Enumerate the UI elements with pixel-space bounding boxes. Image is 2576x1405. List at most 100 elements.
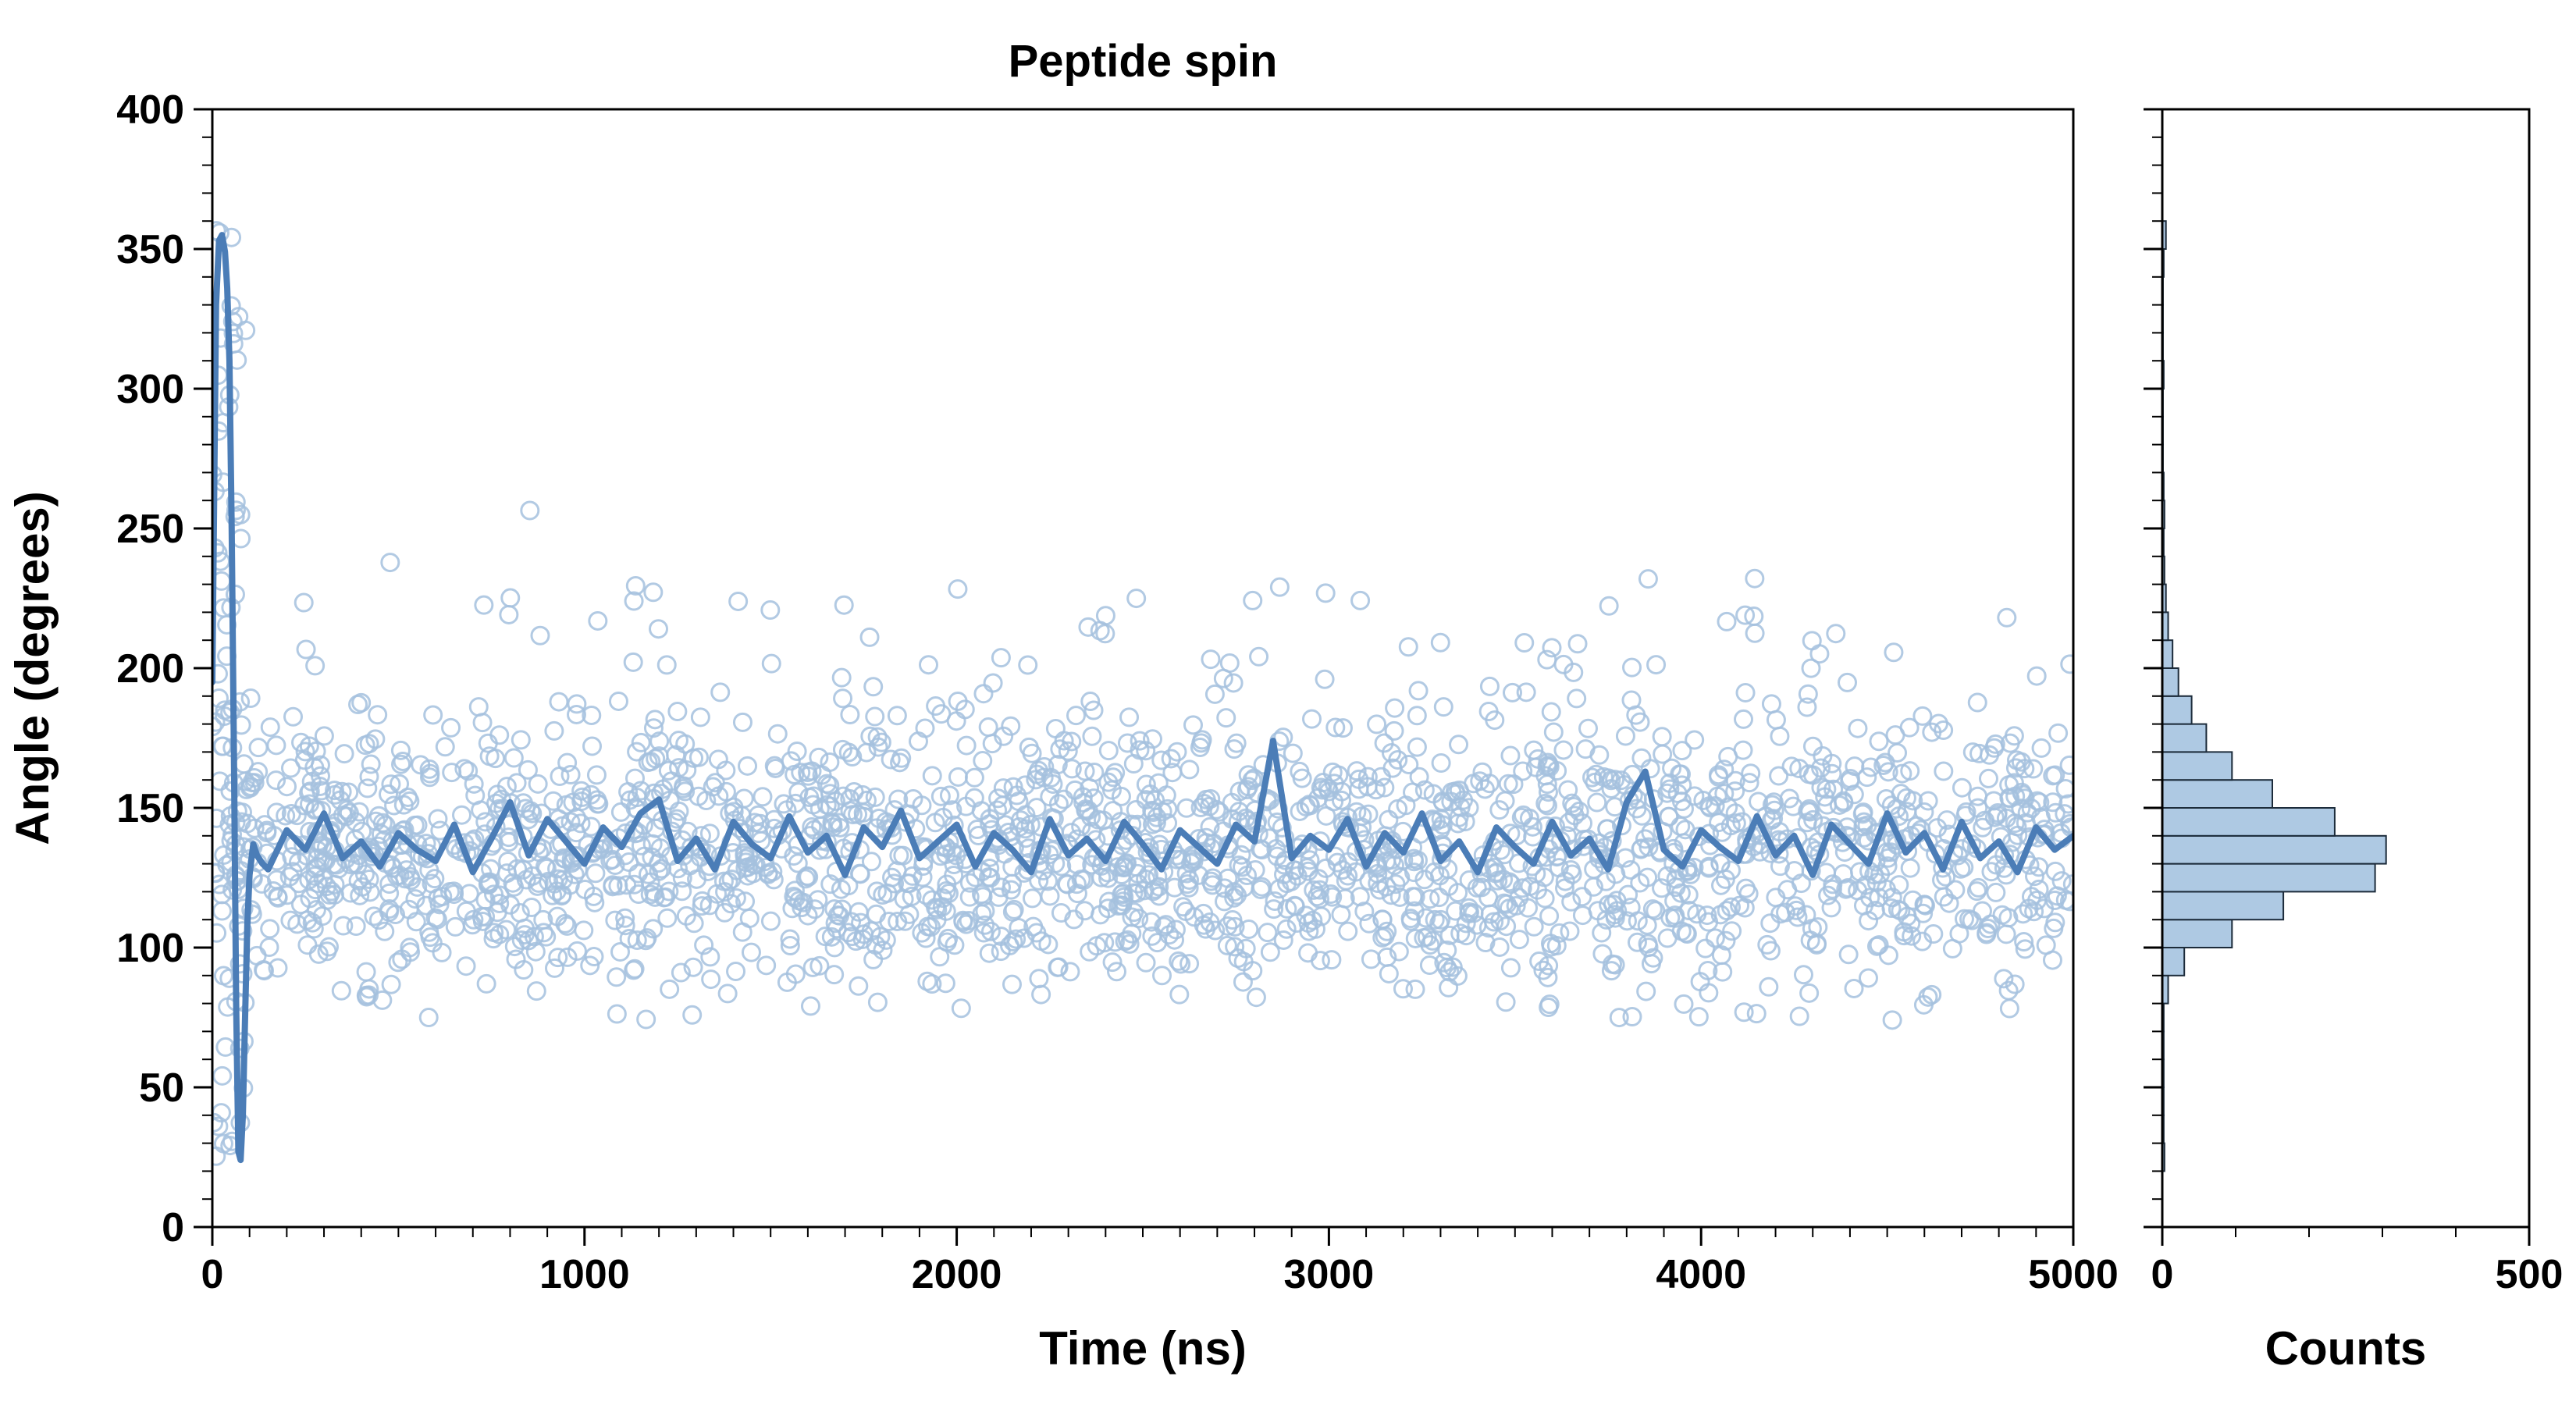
scatter-point bbox=[1329, 765, 1349, 785]
scatter-point bbox=[694, 935, 714, 955]
scatter-point bbox=[1171, 954, 1191, 974]
scatter-point bbox=[1367, 714, 1387, 735]
scatter-point bbox=[1196, 827, 1216, 848]
scatter-point bbox=[1900, 858, 1920, 878]
scatter-point bbox=[1405, 887, 1425, 907]
scatter-point bbox=[1218, 916, 1238, 936]
scatter-point bbox=[1578, 718, 1599, 738]
scatter-point bbox=[1237, 865, 1258, 885]
scatter-point bbox=[295, 742, 315, 762]
scatter-point bbox=[1927, 818, 1948, 838]
scatter-point bbox=[1350, 590, 1371, 610]
scatter-point bbox=[1741, 763, 1761, 784]
scatter-point bbox=[1091, 867, 1112, 887]
scatter-point bbox=[379, 784, 399, 805]
scatter-point bbox=[1674, 994, 1694, 1014]
scatter-point bbox=[938, 928, 959, 948]
scatter-point bbox=[1506, 896, 1526, 916]
scatter-point bbox=[877, 883, 898, 903]
running-mean-path bbox=[212, 232, 2073, 1164]
scatter-point bbox=[1630, 712, 1650, 732]
scatter-point bbox=[487, 902, 507, 923]
scatter-point bbox=[1126, 800, 1146, 820]
scatter-point bbox=[1338, 921, 1358, 941]
scatter-point bbox=[999, 936, 1019, 956]
scatter-point bbox=[1325, 717, 1346, 738]
scatter-point bbox=[1389, 887, 1410, 907]
scatter-point bbox=[375, 815, 396, 835]
scatter-point bbox=[1596, 909, 1617, 930]
scatter-point bbox=[1518, 898, 1539, 918]
scatter-point bbox=[1061, 823, 1081, 843]
scatter-point bbox=[553, 848, 574, 868]
scatter-point bbox=[1836, 879, 1856, 899]
scatter-point bbox=[1934, 761, 1954, 781]
scatter-point bbox=[1414, 780, 1435, 800]
scatter-point bbox=[1562, 793, 1582, 813]
scatter-point bbox=[690, 707, 710, 727]
scatter-point bbox=[1587, 792, 1607, 813]
scatter-point bbox=[1484, 912, 1504, 932]
scatter-point bbox=[1638, 569, 1658, 589]
scatter-point bbox=[499, 604, 519, 624]
scatter-point bbox=[660, 979, 680, 999]
histogram-bars bbox=[2162, 220, 2387, 1172]
scatter-point bbox=[240, 688, 261, 709]
scatter-point bbox=[1381, 743, 1401, 763]
scatter-point bbox=[1848, 718, 1868, 738]
scatter-point bbox=[1347, 761, 1367, 781]
scatter-point bbox=[1538, 967, 1558, 987]
scatter-point bbox=[1838, 672, 1858, 692]
scatter-point bbox=[980, 859, 1000, 879]
scatter-point bbox=[1389, 941, 1409, 962]
scatter-point bbox=[1914, 895, 1934, 915]
scatter-point bbox=[1267, 846, 1287, 866]
angle-scatter-points bbox=[212, 221, 2073, 1166]
scatter-point bbox=[489, 924, 510, 944]
scatter-point bbox=[1637, 915, 1657, 935]
scatter-point bbox=[1823, 874, 1843, 895]
scatter-point bbox=[2029, 879, 2049, 899]
scatter-point bbox=[528, 774, 548, 794]
scatter-point bbox=[1859, 911, 1879, 931]
scatter-point bbox=[951, 998, 971, 1019]
scatter-point bbox=[1769, 766, 1789, 786]
scatter-point bbox=[1066, 874, 1087, 895]
scatter-point bbox=[802, 957, 823, 977]
scatter-point bbox=[732, 922, 753, 942]
scatter-point bbox=[1218, 868, 1238, 888]
scatter-point bbox=[1292, 834, 1312, 855]
scatter-point bbox=[361, 754, 381, 774]
scatter-point bbox=[2004, 726, 2024, 746]
scatter-point bbox=[1621, 859, 1641, 880]
scatter-point bbox=[1062, 759, 1082, 779]
scatter-point bbox=[1129, 909, 1149, 929]
scatter-point bbox=[1999, 998, 2019, 1019]
running-mean-line bbox=[212, 232, 2073, 1164]
scatter-point bbox=[865, 787, 885, 807]
scatter-point bbox=[407, 815, 428, 835]
scatter-point bbox=[1358, 804, 1379, 824]
scatter-point bbox=[656, 655, 677, 675]
scatter-point bbox=[254, 960, 274, 980]
scatter-point bbox=[669, 801, 689, 821]
tick-label: 0 bbox=[201, 1252, 224, 1297]
scatter-point bbox=[1869, 731, 1889, 752]
scatter-point bbox=[1315, 583, 1336, 603]
histogram-axes-ticks: 0 500 bbox=[2144, 108, 2563, 1297]
scatter-point bbox=[2005, 974, 2025, 994]
scatter-point bbox=[1873, 755, 1894, 775]
scatter-point bbox=[1926, 844, 1946, 864]
scatter-point bbox=[888, 789, 909, 809]
scatter-point bbox=[782, 898, 802, 919]
scatter-point bbox=[1264, 899, 1284, 919]
scatter-point bbox=[212, 712, 226, 732]
scatter-point bbox=[1621, 690, 1642, 710]
scatter-point bbox=[833, 688, 853, 709]
scatter-point bbox=[226, 500, 246, 521]
scatter-point bbox=[973, 684, 994, 704]
scatter-point bbox=[1845, 756, 1865, 777]
scatter-point bbox=[526, 981, 546, 1001]
scatter-point bbox=[1524, 916, 1544, 937]
scatter-point bbox=[1500, 745, 1521, 766]
